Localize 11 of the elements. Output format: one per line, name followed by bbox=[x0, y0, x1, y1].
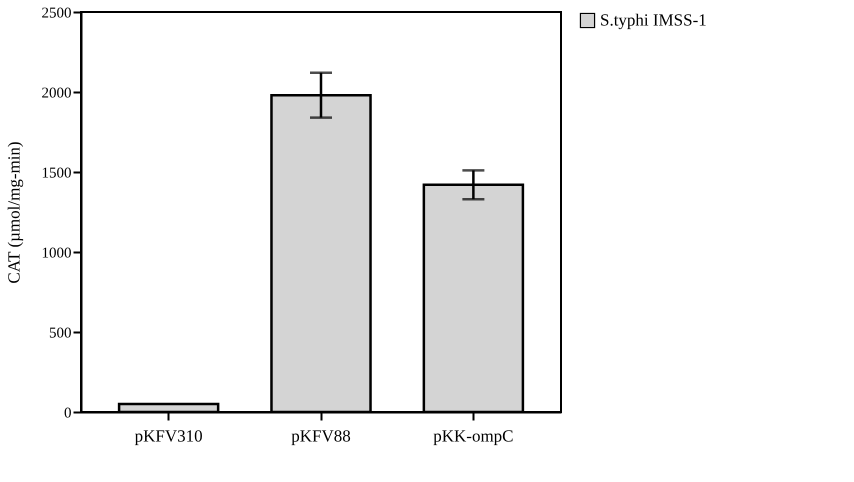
legend-label: S.typhi IMSS-1 bbox=[600, 10, 707, 30]
y-tick-label: 1000 bbox=[42, 246, 72, 262]
x-tick-label: pKFV88 bbox=[291, 426, 351, 446]
y-tick-label: 1500 bbox=[42, 166, 72, 182]
y-tick-label: 2000 bbox=[42, 86, 72, 102]
y-tick-label: 2500 bbox=[42, 6, 72, 22]
y-axis-title: CAT (µmol/mg-min) bbox=[4, 141, 24, 284]
y-tick-label: 0 bbox=[64, 406, 72, 422]
x-tick-label: pKFV310 bbox=[134, 426, 203, 446]
y-tick-label: 500 bbox=[49, 326, 72, 342]
x-tick-label: pKK-ompC bbox=[433, 426, 514, 446]
